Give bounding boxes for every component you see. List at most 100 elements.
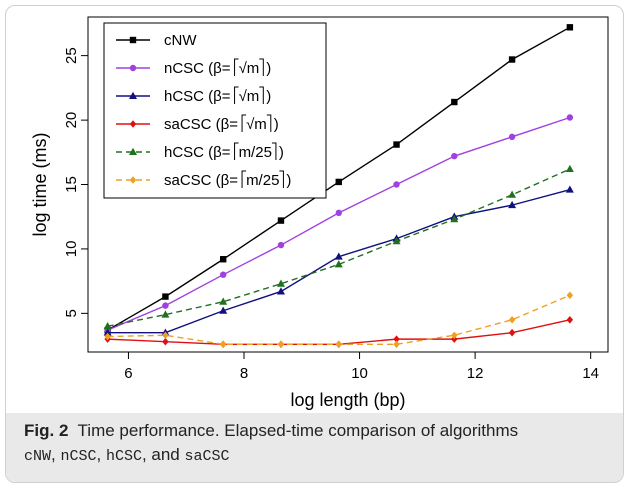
data-point <box>162 331 169 340</box>
data-point <box>451 335 458 343</box>
data-point <box>103 328 112 336</box>
data-point <box>277 217 285 224</box>
ceil-left-bracket <box>234 142 239 160</box>
x-tick-label: 8 <box>240 365 248 382</box>
data-point <box>451 331 458 340</box>
data-point <box>335 340 342 349</box>
legend-marker <box>129 64 137 72</box>
series-line <box>107 168 571 327</box>
ceil-left-bracket <box>234 58 239 76</box>
ceil-right-bracket <box>279 170 284 188</box>
data-point <box>566 315 574 324</box>
data-point <box>162 293 169 300</box>
caption-and: , and <box>141 445 185 464</box>
legend-box <box>103 22 327 199</box>
data-point <box>335 209 342 217</box>
data-point <box>565 185 574 193</box>
ceil-left-bracket <box>241 170 247 188</box>
data-point <box>220 340 227 349</box>
legend-label: cNW <box>164 32 197 49</box>
data-point <box>393 181 400 188</box>
legend-close-paren: ) <box>279 144 284 161</box>
caption-background <box>6 413 623 482</box>
figure-frame: 6 8 10 12 14 5 10 15 20 25 log length (bp) log time… <box>5 5 624 483</box>
data-point <box>393 340 400 349</box>
legend-beta-value: m/25 <box>239 144 272 161</box>
ceil-right-bracket <box>271 142 277 160</box>
data-point <box>161 310 170 318</box>
data-point <box>508 133 516 141</box>
data-point <box>565 164 574 173</box>
data-point <box>277 340 285 349</box>
caption-code-hcsc: hCSC <box>105 448 142 465</box>
legend-marker <box>129 147 137 155</box>
data-point <box>277 241 285 249</box>
data-point <box>566 114 574 121</box>
legend-beta-value: √m <box>246 116 267 133</box>
data-point <box>393 335 400 343</box>
data-point <box>219 306 228 314</box>
data-point <box>220 271 227 278</box>
caption-code-ncsc: nCSC <box>60 448 97 465</box>
series-hcsc-4 <box>103 164 574 330</box>
y-tick-label: 25 <box>63 47 80 64</box>
legend-entry: nCSC (β= √m) <box>116 58 271 77</box>
legend-label: hCSC (β= <box>164 88 231 105</box>
ceil-left-bracket <box>241 114 247 132</box>
legend-close-paren: ) <box>274 116 279 133</box>
data-point <box>451 98 458 106</box>
series-line <box>107 294 571 345</box>
legend-entry: saCSC (β= m/25) <box>116 170 291 189</box>
legend-beta-value: √m <box>239 88 260 105</box>
data-point <box>508 328 516 337</box>
data-point <box>335 178 342 186</box>
caption-text: Time performance. Elapsed-time compariso… <box>77 421 519 440</box>
x-tick-label: 10 <box>351 365 368 382</box>
y-tick-label: 20 <box>63 112 80 129</box>
data-point <box>162 337 169 346</box>
caption-code-sacsc: saCSC <box>184 448 230 465</box>
figure-caption: Fig. 2 Time performance. Elapsed-time co… <box>24 421 519 465</box>
legend-beta-value: m/25 <box>246 172 279 189</box>
data-point <box>276 287 285 295</box>
x-tick-label: 12 <box>467 365 484 382</box>
caption-code-cnw: cNW <box>24 448 52 465</box>
chart-axes: 6 8 10 12 14 5 10 15 20 25 log length (bp) log time… <box>30 16 609 410</box>
data-point <box>508 190 517 198</box>
data-point <box>334 252 343 260</box>
data-point <box>220 256 227 263</box>
legend-entry: hCSC (β= √m) <box>116 86 271 105</box>
legend-label: saCSC (β= <box>164 172 238 189</box>
legend-marker <box>129 36 137 44</box>
data-point <box>392 236 401 245</box>
ceil-right-bracket <box>259 86 264 104</box>
data-point <box>219 297 228 305</box>
data-point <box>103 322 112 330</box>
legend-close-paren: ) <box>266 88 271 105</box>
legend-entry: hCSC (β= m/25) <box>116 142 284 161</box>
x-axis-label: log length (bp) <box>290 390 405 410</box>
legend-entry: saCSC (β= √m) <box>116 114 279 133</box>
y-tick-label: 15 <box>63 176 80 193</box>
data-point <box>450 215 459 223</box>
y-tick-label: 5 <box>63 309 80 317</box>
data-point <box>162 302 169 309</box>
legend-label: saCSC (β= <box>164 116 238 133</box>
data-point <box>104 332 111 341</box>
legend-label: hCSC (β= <box>164 144 231 161</box>
y-axis-label: log time (ms) <box>30 132 50 236</box>
chart-series <box>103 24 574 349</box>
line-chart: 6 8 10 12 14 5 10 15 20 25 log length (bp) log time… <box>30 16 609 410</box>
data-point <box>566 24 574 31</box>
ceil-right-bracket <box>259 58 264 76</box>
ceil-right-bracket <box>266 114 272 132</box>
x-tick-label: 6 <box>124 365 132 382</box>
data-point <box>508 56 516 63</box>
legend-label: nCSC (β= <box>164 60 231 77</box>
x-tick-label: 14 <box>582 365 599 382</box>
data-point <box>393 141 400 148</box>
legend-marker <box>129 91 137 99</box>
data-point <box>508 315 516 324</box>
legend-close-paren: ) <box>286 172 291 189</box>
